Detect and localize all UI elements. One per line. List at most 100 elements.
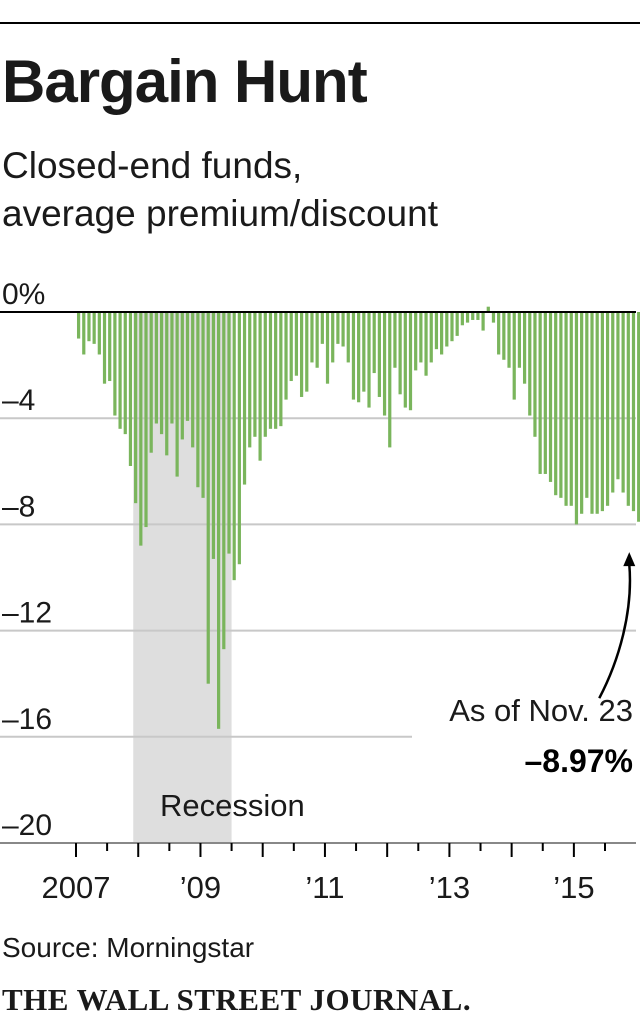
bar [258,312,262,461]
publisher-logo: THE WALL STREET JOURNAL. [2,982,472,1017]
bar [564,312,568,506]
bar [123,312,127,435]
bar [144,312,148,528]
bar [299,312,304,397]
bar [242,312,247,485]
bar [113,312,117,416]
bar [310,312,314,363]
bar [445,312,449,347]
bar [429,312,433,363]
bar [631,312,636,512]
bar [263,312,267,437]
bar [574,312,579,525]
y-tick-label: –16 [2,703,52,736]
y-tick-label: –8 [2,490,35,523]
bar [76,312,81,339]
bar [211,312,216,559]
y-tick-label: 0% [2,278,45,311]
bar [460,312,464,326]
x-tick-label: ’09 [180,870,221,905]
bar [97,312,101,355]
bar [522,312,527,384]
bar [585,312,589,498]
y-tick-label: –12 [2,597,52,630]
bar [538,312,542,474]
bar [289,312,293,382]
bar [419,312,423,363]
annotation-arrow [598,564,632,699]
bar [512,312,516,400]
bar [237,312,241,565]
bar [180,312,184,440]
bar [403,312,407,408]
bar [580,312,584,514]
bar [559,312,563,498]
bar [600,312,604,512]
x-tick-label: ’15 [553,870,594,905]
bar [388,312,392,448]
bar [362,312,366,392]
bar [253,312,257,437]
bar [222,312,226,650]
bar [471,312,475,320]
bar [528,312,532,416]
bar [274,312,278,429]
bar [325,312,330,384]
bar [626,312,630,506]
subtitle-line-1: Closed-end funds, [2,145,303,186]
bar [232,312,236,581]
bar [605,312,610,506]
bar-chart: 0% –4 –8 –12 –16 –20 2007 ’09 ’11 ’13 ’15 Recession… [0,278,640,905]
bar [481,312,485,331]
bar [92,312,96,344]
bar [611,312,615,493]
bar [616,312,620,480]
annotation-arrowhead [623,552,636,567]
bar [185,312,190,421]
y-tick-label: –4 [2,384,35,417]
bar [476,312,480,320]
bar [393,312,397,368]
bar [175,312,179,477]
bar [294,312,299,376]
bar [139,312,143,546]
top-rule [0,22,640,24]
bar [217,312,221,729]
bar [595,312,599,514]
bar [87,312,91,342]
bar [336,312,340,344]
bar [346,312,350,363]
bar [196,312,200,488]
bar [554,312,558,496]
bar [165,312,169,456]
bar [497,312,501,355]
bar [315,312,319,368]
bar [590,312,594,514]
bar [82,312,86,355]
bar [149,312,153,453]
bar [543,312,547,474]
bar [408,312,413,411]
bar [284,312,288,400]
bar [637,312,640,522]
annotation-text: As of Nov. 23 [449,693,633,728]
bar [414,312,418,371]
bar [102,312,107,384]
bar [440,312,444,355]
bar [118,312,122,429]
bar [450,312,454,342]
annotation-value: –8.97% [524,743,633,779]
bar [170,312,174,424]
bar [305,312,309,392]
bar [227,312,231,554]
bar [398,312,402,395]
bar [331,312,335,363]
bar [382,312,387,416]
x-tick-label: ’13 [429,870,470,905]
bar [533,312,537,437]
bar [465,312,470,323]
bar [128,312,133,466]
bar [248,312,252,448]
bar [455,312,459,336]
y-tick-label: –20 [2,809,52,842]
